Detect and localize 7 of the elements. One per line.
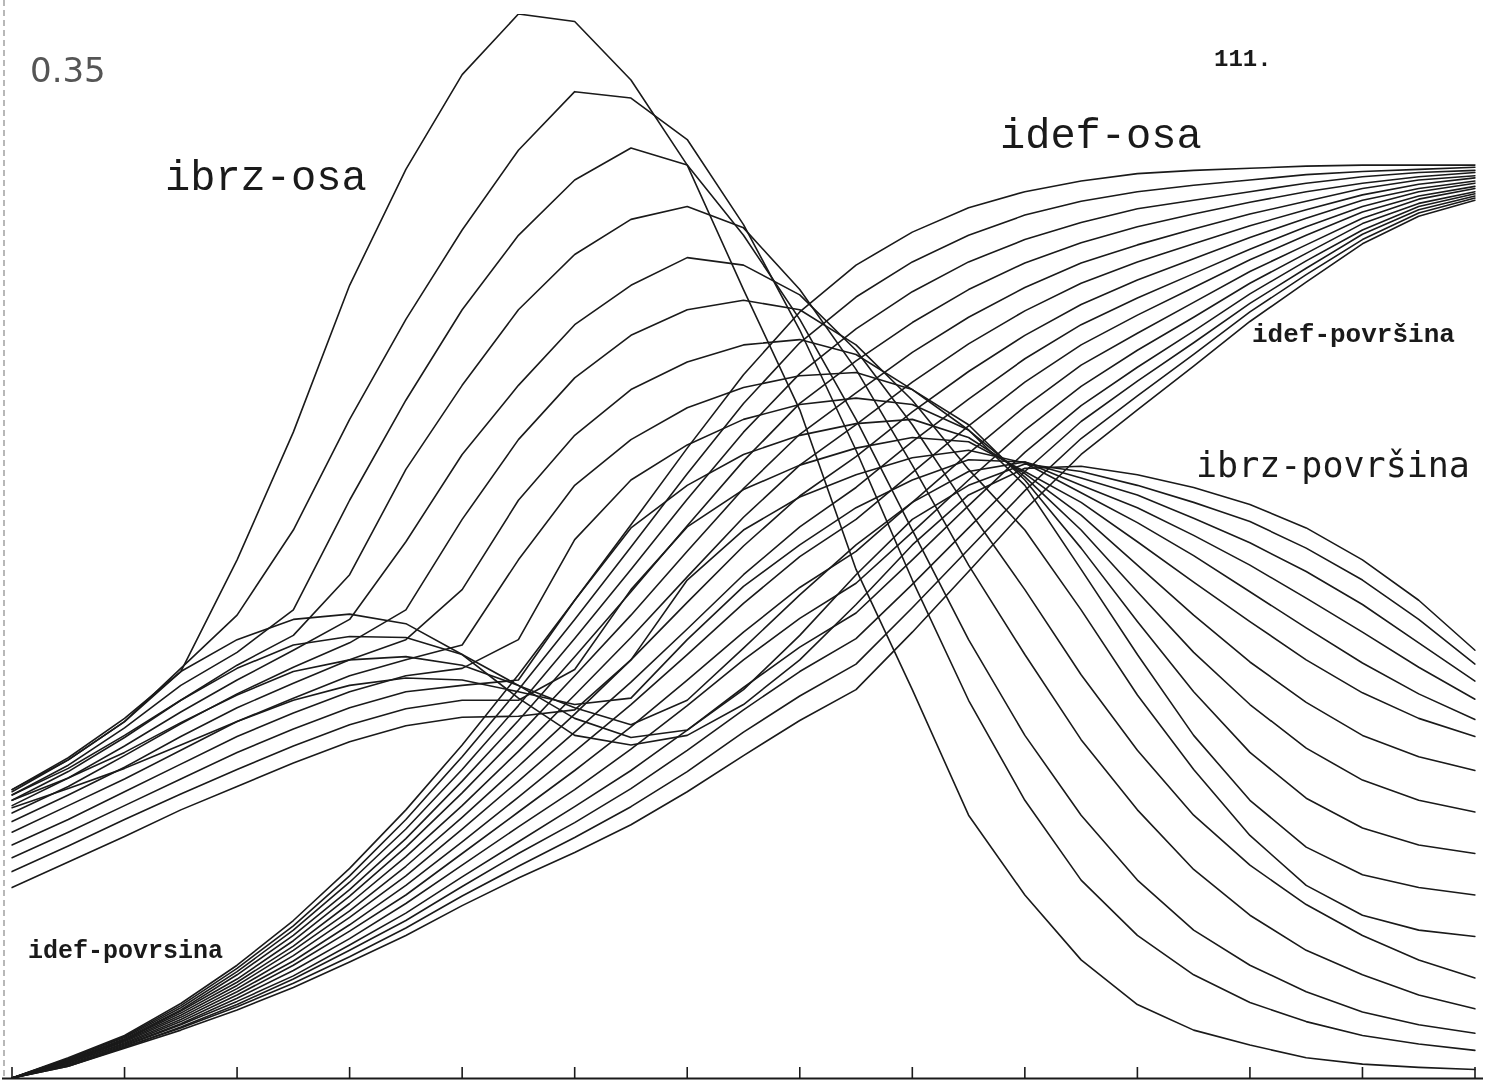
annotation: 0.35 <box>30 50 106 90</box>
series-label: ibrz-osa <box>165 155 367 203</box>
series-label: ibrz-površina <box>1196 445 1470 485</box>
annotation: 111. <box>1214 46 1272 73</box>
series-label: idef-osa <box>1000 113 1202 161</box>
series-label: idef-površina <box>1252 320 1455 350</box>
annotation: idef-povrsina <box>28 937 224 966</box>
